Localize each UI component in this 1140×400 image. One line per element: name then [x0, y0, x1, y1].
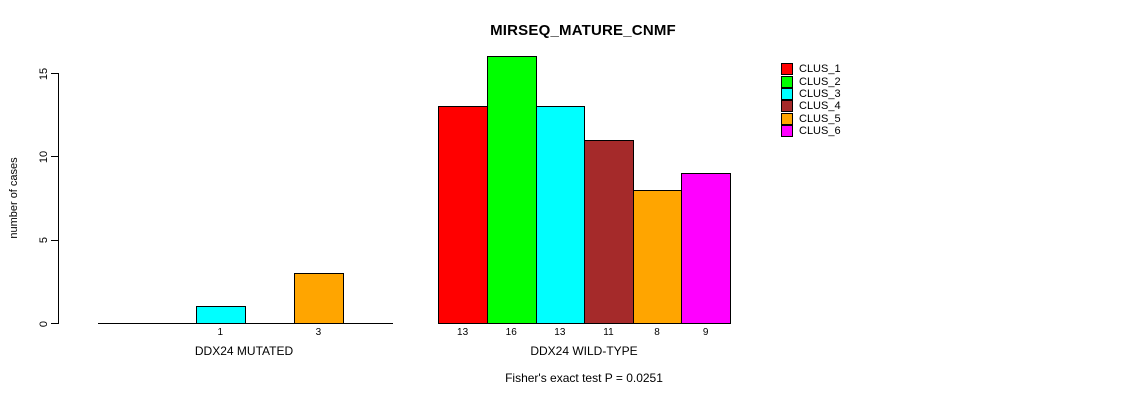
legend-item-clus_4: CLUS_4 [781, 100, 841, 113]
legend-item-clus_6: CLUS_6 [781, 125, 841, 138]
legend-label: CLUS_6 [799, 125, 841, 138]
bar-clus_6-group2 [681, 173, 731, 324]
legend-item-clus_1: CLUS_1 [781, 63, 841, 76]
y-axis-line [58, 73, 59, 324]
bar-clus_2-group2 [486, 56, 537, 324]
legend-label: CLUS_1 [799, 63, 841, 76]
y-axis-tick-label: 0 [38, 320, 50, 327]
chart-title: MIRSEQ_MATURE_CNMF [490, 22, 676, 39]
y-axis-tick [51, 323, 58, 324]
bar-count-label: 16 [505, 327, 517, 338]
group-label-ddx24-wild-type: DDX24 WILD-TYPE [530, 344, 638, 358]
bar-count-label: 13 [554, 327, 566, 338]
legend-swatch-icon [781, 112, 793, 125]
y-axis-title: number of cases [8, 157, 20, 239]
legend-label: CLUS_3 [799, 87, 841, 100]
legend: CLUS_1 CLUS_2 CLUS_3 CLUS_4 CLUS_5 CLUS_6 [781, 63, 841, 138]
legend-swatch-icon [781, 100, 793, 113]
bar-count-label: 13 [457, 327, 469, 338]
y-axis-tick-label: 10 [38, 150, 50, 163]
y-axis-tick [51, 239, 58, 241]
bar-count-label: 8 [654, 327, 660, 338]
group-label-ddx24-mutated: DDX24 MUTATED [194, 344, 294, 358]
bar-clus_1-group2 [438, 106, 488, 324]
legend-label: CLUS_5 [799, 112, 841, 125]
bar-clus_4-group2 [584, 139, 634, 324]
bar-clus_3-group1 [195, 306, 246, 324]
bar-clus_5-group2 [632, 189, 683, 324]
bar-clus_3-group2 [535, 106, 586, 324]
bar-count-label: 3 [315, 327, 322, 338]
legend-swatch-icon [781, 75, 793, 88]
bar-count-label: 11 [603, 327, 614, 338]
y-axis-tick-label: 5 [38, 237, 50, 244]
legend-item-clus_3: CLUS_3 [781, 87, 841, 100]
legend-swatch-icon [781, 87, 793, 100]
legend-swatch-icon [781, 63, 793, 76]
legend-item-clus_2: CLUS_2 [781, 75, 841, 88]
y-axis-tick-label: 15 [38, 67, 50, 80]
fisher-test-annotation: Fisher's exact test P = 0.0251 [505, 371, 663, 385]
legend-swatch-icon [781, 125, 793, 138]
legend-item-clus_5: CLUS_5 [781, 112, 841, 125]
bar-count-label: 1 [217, 327, 224, 338]
bar-clus_5-group1 [293, 273, 344, 324]
bar-count-label: 9 [702, 327, 709, 338]
y-axis-tick [51, 73, 58, 74]
legend-label: CLUS_4 [799, 100, 841, 113]
legend-label: CLUS_2 [799, 75, 841, 88]
y-axis-tick [51, 156, 58, 158]
